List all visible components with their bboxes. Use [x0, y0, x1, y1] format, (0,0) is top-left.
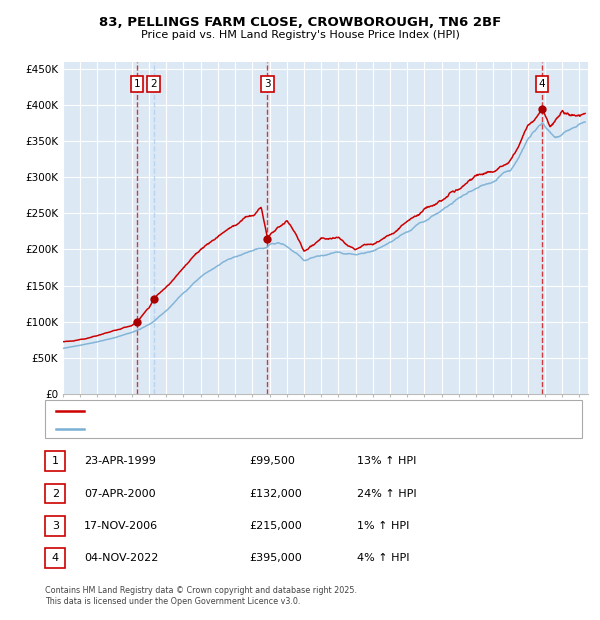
- Text: 3: 3: [52, 521, 59, 531]
- Text: 13% ↑ HPI: 13% ↑ HPI: [357, 456, 416, 466]
- Text: This data is licensed under the Open Government Licence v3.0.: This data is licensed under the Open Gov…: [45, 597, 301, 606]
- Text: 4% ↑ HPI: 4% ↑ HPI: [357, 553, 409, 563]
- Text: 2: 2: [52, 489, 59, 498]
- Text: HPI: Average price, semi-detached house, Wealden: HPI: Average price, semi-detached house,…: [89, 424, 313, 433]
- Text: 1: 1: [134, 79, 140, 89]
- Text: 07-APR-2000: 07-APR-2000: [84, 489, 155, 498]
- Text: 4: 4: [539, 79, 545, 89]
- Text: 17-NOV-2006: 17-NOV-2006: [84, 521, 158, 531]
- Text: 83, PELLINGS FARM CLOSE, CROWBOROUGH, TN6 2BF (semi-detached house): 83, PELLINGS FARM CLOSE, CROWBOROUGH, TN…: [89, 407, 430, 416]
- Text: Price paid vs. HM Land Registry's House Price Index (HPI): Price paid vs. HM Land Registry's House …: [140, 30, 460, 40]
- Text: £99,500: £99,500: [249, 456, 295, 466]
- Text: 23-APR-1999: 23-APR-1999: [84, 456, 156, 466]
- Text: 1% ↑ HPI: 1% ↑ HPI: [357, 521, 409, 531]
- Text: Contains HM Land Registry data © Crown copyright and database right 2025.: Contains HM Land Registry data © Crown c…: [45, 586, 357, 595]
- Text: 1: 1: [52, 456, 59, 466]
- Text: £215,000: £215,000: [249, 521, 302, 531]
- Text: £132,000: £132,000: [249, 489, 302, 498]
- Text: 3: 3: [264, 79, 271, 89]
- Text: 83, PELLINGS FARM CLOSE, CROWBOROUGH, TN6 2BF: 83, PELLINGS FARM CLOSE, CROWBOROUGH, TN…: [99, 16, 501, 29]
- Text: 2: 2: [151, 79, 157, 89]
- Text: £395,000: £395,000: [249, 553, 302, 563]
- Text: 04-NOV-2022: 04-NOV-2022: [84, 553, 158, 563]
- Text: 4: 4: [52, 553, 59, 563]
- Text: 24% ↑ HPI: 24% ↑ HPI: [357, 489, 416, 498]
